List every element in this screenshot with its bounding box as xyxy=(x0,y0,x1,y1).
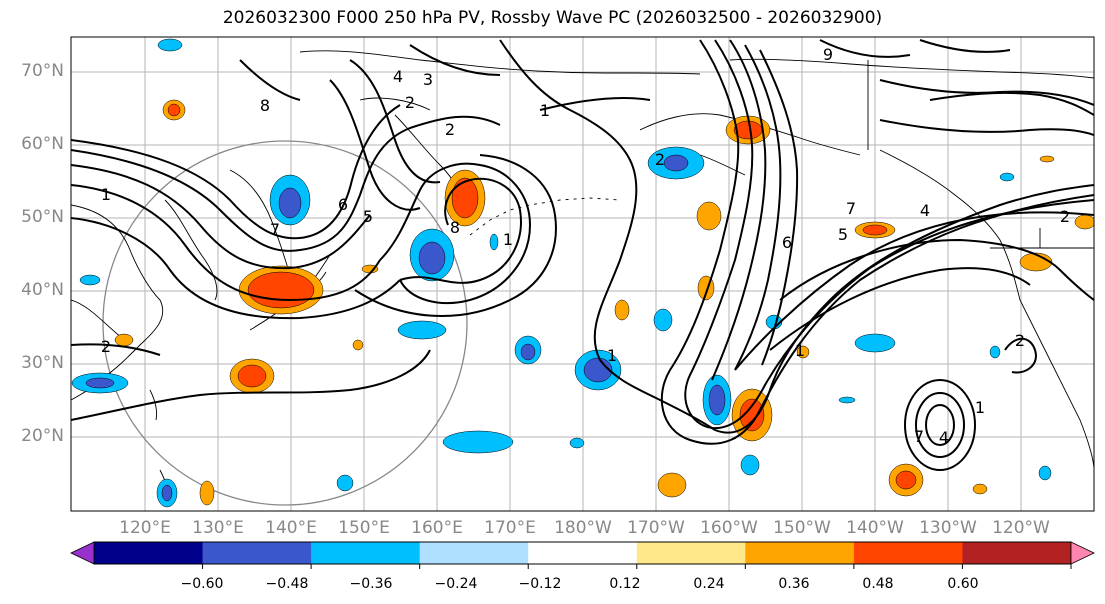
contour-label: 1 xyxy=(101,185,111,204)
colorbar-tick-label: 0.24 xyxy=(693,576,725,592)
contour-label: 1 xyxy=(975,398,985,417)
contour-label: 1 xyxy=(503,230,513,249)
contour-label: 6 xyxy=(338,195,348,214)
contour-label: 2 xyxy=(1015,331,1025,350)
contour-label: 7 xyxy=(914,427,924,446)
lon-label: 140°E xyxy=(265,518,317,538)
colorbar-segment xyxy=(202,542,312,564)
colorbar-segment xyxy=(419,542,529,564)
lon-label: 160°W xyxy=(700,518,758,538)
lat-label: 50°N xyxy=(21,207,64,227)
lon-label: 150°W xyxy=(773,518,831,538)
contour-label: 1 xyxy=(607,346,617,365)
contour-label: 4 xyxy=(393,67,403,86)
lat-label: 40°N xyxy=(21,280,64,300)
lat-label: 60°N xyxy=(21,134,64,154)
colorbar-tick-label: 0.48 xyxy=(862,576,894,592)
contour-label: 2 xyxy=(1060,207,1070,226)
contour-label: 1 xyxy=(540,101,550,120)
colorbar-tick-label: 0.12 xyxy=(609,576,641,592)
contour-labels: 4 3 2 1 8 9 2 1 6 5 7 8 1 2 1 6 5 7 4 2 … xyxy=(101,45,1070,447)
contour-label: 4 xyxy=(920,201,930,220)
colorbar-segment xyxy=(745,542,855,564)
colorbar-tick-label: −0.48 xyxy=(265,576,309,592)
colorbar-extend-min xyxy=(70,541,95,565)
colorbar-tick-label: −0.12 xyxy=(518,576,562,592)
contour-label: 7 xyxy=(270,220,280,239)
map-title: 2026032300 F000 250 hPa PV, Rossby Wave … xyxy=(222,8,883,28)
contour-label: 5 xyxy=(838,225,848,244)
contour-label: 5 xyxy=(363,207,373,226)
pv-contours xyxy=(71,39,1094,471)
lon-label: 160°E xyxy=(411,518,463,538)
region-circle xyxy=(102,140,468,506)
contour-label: 9 xyxy=(823,45,833,64)
contour-label: 2 xyxy=(405,93,415,112)
colorbar-tick-label: 0.60 xyxy=(947,576,979,592)
contour-label: 6 xyxy=(782,233,792,252)
contour-label: 2 xyxy=(101,337,111,356)
colorbar-segment xyxy=(962,542,1072,564)
colorbar-tick-label: −0.60 xyxy=(180,576,224,592)
contour-label: 3 xyxy=(423,70,433,89)
colorbar-segment xyxy=(528,542,638,564)
colorbar-segment xyxy=(94,542,204,564)
lat-label: 20°N xyxy=(21,426,64,446)
lon-label: 130°E xyxy=(192,518,244,538)
lon-label: 150°E xyxy=(338,518,390,538)
colorbar-segment xyxy=(636,542,746,564)
colorbar-extend-max xyxy=(1070,541,1095,565)
lon-label: 170°E xyxy=(484,518,536,538)
colorbar-segment xyxy=(311,542,421,564)
lon-label: 140°W xyxy=(846,518,904,538)
map-frame xyxy=(70,36,1095,512)
contour-label: 7 xyxy=(846,199,856,218)
contour-label: 1 xyxy=(795,341,805,360)
lon-label: 170°W xyxy=(627,518,685,538)
colorbar-tick-label: −0.24 xyxy=(434,576,478,592)
colorbar-tick-label: −0.36 xyxy=(349,576,393,592)
lat-label: 70°N xyxy=(21,61,64,81)
lat-label: 30°N xyxy=(21,353,64,373)
colorbar-tick-label: 0.36 xyxy=(778,576,810,592)
contour-label: 4 xyxy=(939,428,949,447)
lon-label: 120°E xyxy=(119,518,171,538)
contour-label: 2 xyxy=(655,150,665,169)
lon-label: 120°W xyxy=(992,518,1050,538)
colorbar xyxy=(70,541,1095,569)
contour-label: 8 xyxy=(260,96,270,115)
lon-label: 130°W xyxy=(919,518,977,538)
contour-label: 2 xyxy=(445,120,455,139)
contour-label: 8 xyxy=(450,218,460,237)
colorbar-segment xyxy=(853,542,963,564)
lon-label: 180°W xyxy=(554,518,612,538)
